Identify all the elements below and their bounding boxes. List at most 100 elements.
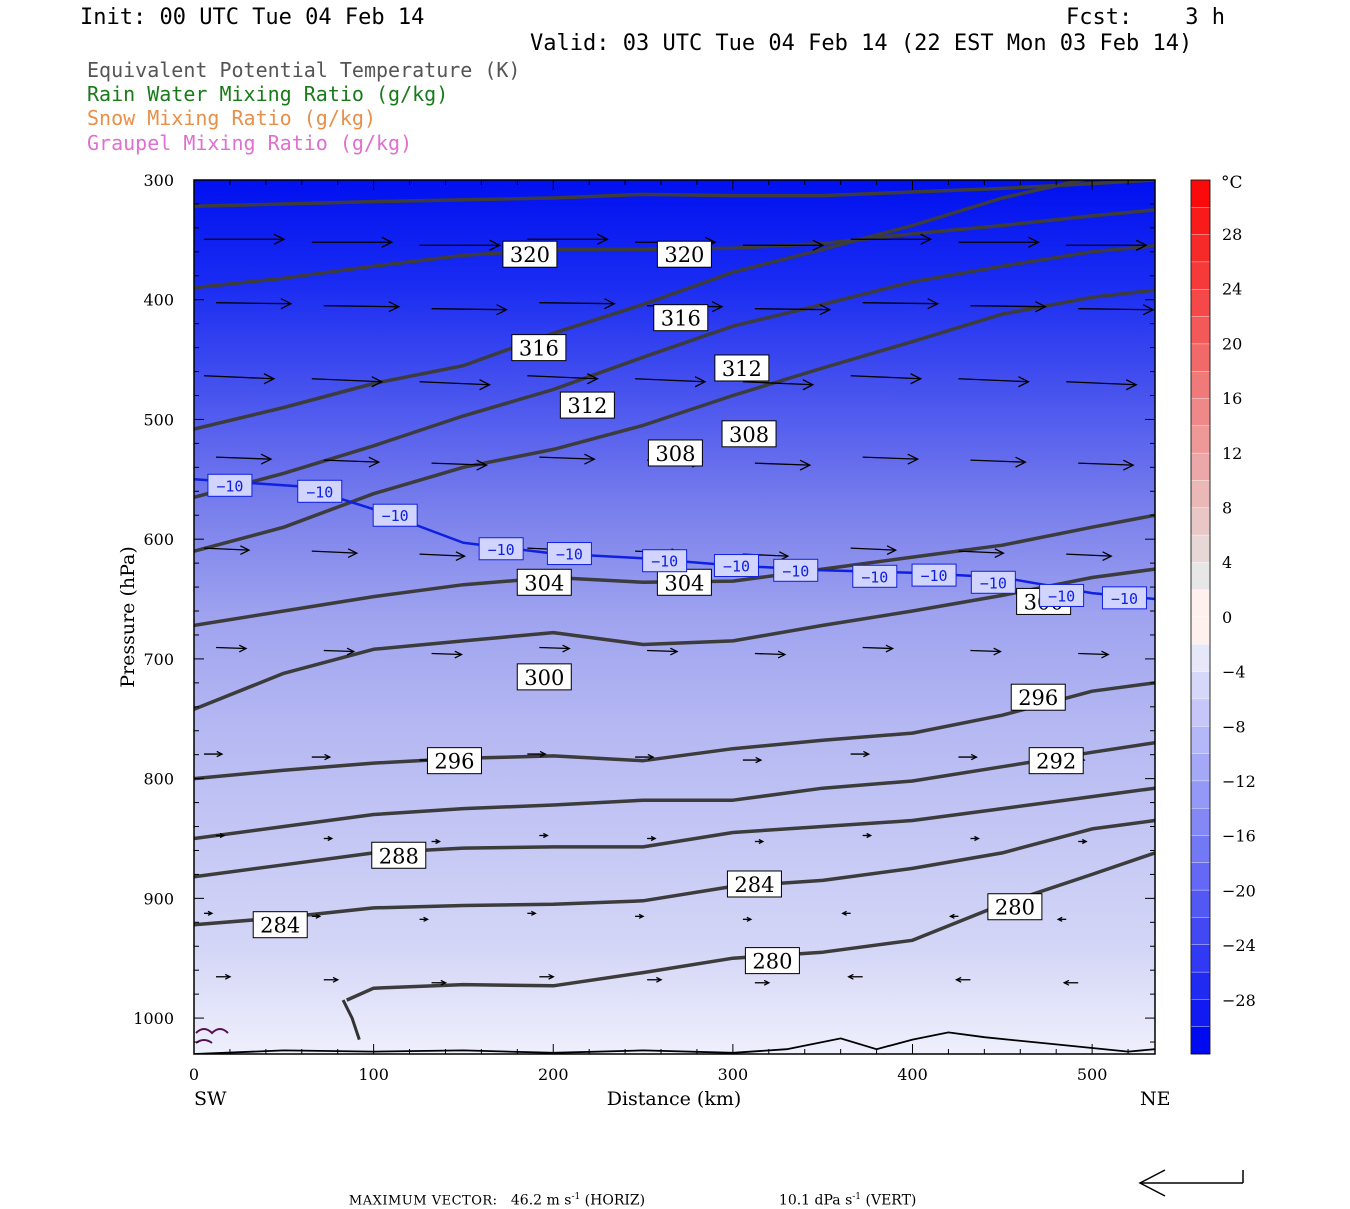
wind-arrow: [742, 756, 763, 764]
wind-arrow: [204, 910, 214, 916]
wind-arrow: [431, 304, 509, 316]
y-tick-label: 900: [143, 889, 174, 908]
x-tick-label: 100: [358, 1065, 389, 1084]
theta-e-label-text: 316: [519, 337, 559, 361]
colorbar-bin: [1190, 889, 1211, 919]
colorbar-bin: [1190, 179, 1211, 208]
isotherm-labels: −10 −10 −10 −10 −10 −10 −10 −10 −10 −10 −10 −10 −10: [207, 473, 1147, 610]
theta-e-label: 320: [502, 240, 558, 268]
y-tick-label: 600: [143, 530, 174, 549]
x-tick-label: 0: [189, 1065, 199, 1084]
theta-e-label-text: 280: [995, 896, 1035, 920]
wind-arrow: [635, 753, 655, 761]
legend-graupel: Graupel Mixing Ratio (g/kg): [87, 131, 413, 155]
wind-arrow: [742, 916, 753, 922]
horiz-unit: m s: [546, 1192, 572, 1209]
wind-arrow: [527, 373, 599, 385]
wind-arrow: [1078, 304, 1155, 316]
colorbar-bin: [1190, 917, 1211, 946]
colorbar-bin: [1190, 808, 1211, 837]
surface-line: [194, 1031, 1155, 1054]
y-tick-label: 1000: [133, 1009, 174, 1028]
isotherm-label: −10: [207, 473, 253, 497]
wind-arrow: [647, 976, 663, 983]
wind-arrow: [1066, 379, 1138, 391]
wind-arrow: [958, 548, 1005, 559]
theta-e-label: 312: [714, 354, 770, 382]
wind-arrow: [1165, 751, 1183, 756]
colorbar-label: 28: [1222, 225, 1242, 244]
wind-arrow: [970, 835, 980, 842]
colorbar-bin: [1190, 862, 1211, 891]
wind-arrow: [1066, 239, 1148, 251]
wind-arrow: [862, 644, 895, 653]
wind-vectors: [203, 233, 1183, 986]
colorbar-label: −20: [1222, 881, 1256, 900]
theta-e-label: 308: [721, 420, 777, 448]
wind-arrow: [323, 301, 401, 313]
x-tick-label: 400: [897, 1065, 928, 1084]
colorbar-label: 16: [1222, 389, 1242, 408]
theta-e-label-text: 296: [1018, 686, 1058, 710]
colorbar-bin: [1190, 944, 1211, 973]
minus10-isotherm: [194, 478, 1155, 601]
theta-e-276-stub: [341, 999, 361, 1041]
isotherm-label-text: −10: [1111, 590, 1138, 608]
isotherm-label: −10: [546, 542, 592, 566]
wind-arrow: [203, 545, 251, 556]
isotherm-label-text: −10: [861, 568, 888, 586]
vert-vector-footer: 10.1 dPa s-1 (VERT): [770, 1176, 916, 1209]
theta-e-label: 284: [252, 911, 308, 939]
y-tick-label: 700: [143, 650, 174, 669]
colorbar-bin: [1190, 698, 1211, 727]
wind-arrow: [742, 239, 825, 251]
wind-arrow: [216, 832, 226, 839]
isotherm-minus10-line: [194, 478, 1155, 601]
isotherm-label-text: −10: [980, 574, 1007, 592]
colorbar-label: 24: [1222, 280, 1242, 299]
x-tick-label: 500: [1077, 1065, 1108, 1084]
wind-arrow: [311, 376, 384, 388]
theta-e-label: 292: [1028, 747, 1084, 775]
theta-e-label: 316: [653, 304, 709, 332]
wind-arrow: [647, 835, 657, 842]
wind-arrow: [970, 456, 1027, 468]
colorbar-bin: [1190, 726, 1211, 755]
theta-e-contour-308: [194, 244, 1155, 499]
init-time: Init: 00 UTC Tue 04 Feb 14: [80, 5, 425, 30]
isotherm-label-text: −10: [382, 507, 409, 525]
wind-arrow: [311, 913, 322, 919]
wind-arrow: [754, 459, 812, 471]
wind-arrow: [850, 373, 923, 385]
isotherm-label-text: −10: [488, 541, 515, 559]
isotherm-label: −10: [911, 563, 957, 587]
vert-value: 10.1: [778, 1192, 811, 1209]
theta-e-contours: [194, 180, 1155, 1002]
wind-arrow: [311, 753, 332, 761]
wind-arrow: [1078, 459, 1135, 471]
theta-e-label-text: 300: [524, 666, 564, 690]
colorbar-label: −4: [1222, 663, 1246, 682]
wind-arrow: [1062, 979, 1079, 986]
wind-arrow: [311, 236, 394, 248]
colorbar-label: 12: [1222, 444, 1242, 463]
theta-e-label-text: 284: [260, 914, 300, 938]
wind-arrow: [754, 304, 832, 316]
wind-arrow: [635, 376, 707, 388]
colorbar-label: −8: [1222, 717, 1246, 736]
theta-e-label-text: 308: [655, 442, 695, 466]
wind-arrow: [204, 233, 286, 245]
isotherm-label-text: −10: [782, 562, 809, 580]
horiz-tag: (HORIZ): [584, 1192, 646, 1209]
theta-e-label-text: 320: [510, 243, 550, 267]
wind-arrow: [647, 647, 679, 656]
theta-e-label-text: 292: [1036, 750, 1076, 774]
theta-e-label-text: 280: [752, 950, 792, 974]
isotherm-label: −10: [1101, 586, 1147, 610]
wind-arrow: [419, 379, 492, 391]
wind-arrow: [419, 551, 467, 562]
y-tick-label: 400: [143, 291, 174, 310]
wind-arrow: [431, 838, 442, 845]
theta-e-label-text: 288: [379, 844, 419, 868]
theta-e-label: 284: [726, 870, 782, 898]
